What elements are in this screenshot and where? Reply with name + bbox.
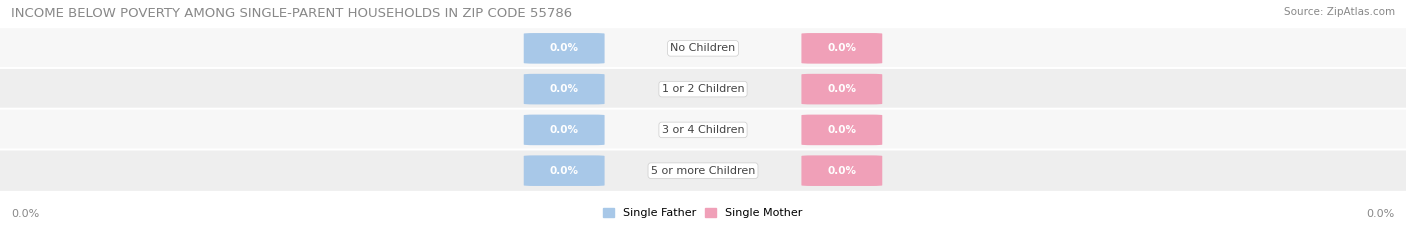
FancyBboxPatch shape xyxy=(524,155,605,186)
Text: 1 or 2 Children: 1 or 2 Children xyxy=(662,84,744,94)
Text: 0.0%: 0.0% xyxy=(550,84,579,94)
Text: 0.0%: 0.0% xyxy=(827,125,856,135)
FancyBboxPatch shape xyxy=(0,150,1406,192)
FancyBboxPatch shape xyxy=(0,68,1406,110)
Text: 0.0%: 0.0% xyxy=(827,43,856,53)
FancyBboxPatch shape xyxy=(801,33,883,64)
Text: 0.0%: 0.0% xyxy=(827,166,856,176)
FancyBboxPatch shape xyxy=(0,109,1406,151)
Text: No Children: No Children xyxy=(671,43,735,53)
FancyBboxPatch shape xyxy=(0,27,1406,70)
Text: 3 or 4 Children: 3 or 4 Children xyxy=(662,125,744,135)
Text: 0.0%: 0.0% xyxy=(550,43,579,53)
Text: 5 or more Children: 5 or more Children xyxy=(651,166,755,176)
FancyBboxPatch shape xyxy=(801,155,883,186)
Text: 0.0%: 0.0% xyxy=(550,125,579,135)
Text: Source: ZipAtlas.com: Source: ZipAtlas.com xyxy=(1284,7,1395,17)
Text: INCOME BELOW POVERTY AMONG SINGLE-PARENT HOUSEHOLDS IN ZIP CODE 55786: INCOME BELOW POVERTY AMONG SINGLE-PARENT… xyxy=(11,7,572,20)
FancyBboxPatch shape xyxy=(524,33,605,64)
FancyBboxPatch shape xyxy=(524,115,605,145)
Text: 0.0%: 0.0% xyxy=(827,84,856,94)
Text: 0.0%: 0.0% xyxy=(11,209,39,219)
Legend: Single Father, Single Mother: Single Father, Single Mother xyxy=(599,204,807,223)
FancyBboxPatch shape xyxy=(801,74,883,104)
Text: 0.0%: 0.0% xyxy=(1367,209,1395,219)
FancyBboxPatch shape xyxy=(801,115,883,145)
FancyBboxPatch shape xyxy=(524,74,605,104)
Text: 0.0%: 0.0% xyxy=(550,166,579,176)
